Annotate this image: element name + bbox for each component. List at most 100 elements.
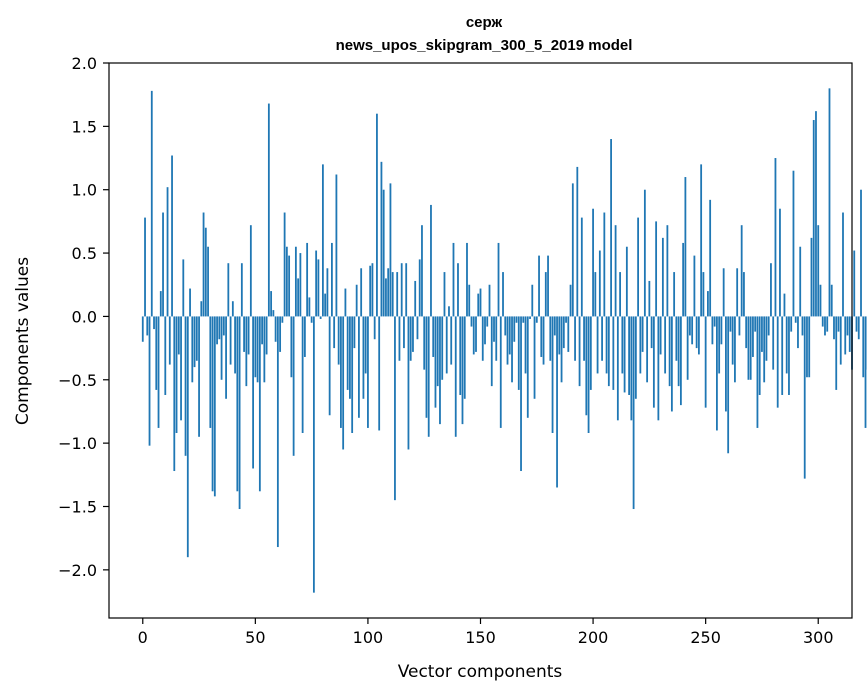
bar-305 [828,88,831,317]
bar-184 [556,316,558,488]
bar-267 [743,272,745,317]
bar-111 [391,272,394,317]
bar-75 [310,316,313,323]
bar-317 [855,316,858,332]
bar-50 [254,316,257,378]
bar-272 [754,316,757,332]
bar-39 [229,316,232,365]
bar-12 [168,316,171,365]
bar-196 [583,316,585,361]
bar-231 [661,237,664,317]
bar-114 [398,316,401,361]
bar-264 [736,268,739,317]
bar-5 [153,316,155,330]
bar-303 [824,316,826,336]
bar-153 [486,316,489,327]
bar-163 [508,316,511,355]
bar-154 [488,284,491,317]
y-tick-label: 0.5 [72,244,97,263]
bar-137 [450,316,453,365]
bar-209 [612,316,615,390]
bar-285 [783,293,786,317]
bar-219 [634,316,637,399]
bar-85 [333,316,336,349]
bar-68 [294,246,297,317]
bar-239 [679,316,682,406]
bar-126 [425,316,428,418]
bar-198 [587,316,590,433]
bar-119 [409,316,412,361]
chart-subtitle: news_upos_skipgram_300_5_2019 model [336,37,633,54]
bar-125 [423,316,426,370]
bar-40 [231,301,234,317]
bar-309 [837,316,840,332]
bar-282 [776,316,779,408]
bar-110 [389,183,392,317]
bar-238 [677,316,680,387]
bar-131 [436,316,439,387]
bar-162 [506,316,509,365]
bar-21 [189,288,191,317]
bar-204 [601,316,603,361]
bar-259 [725,316,727,412]
bar-148 [475,316,477,352]
bar-260 [727,316,730,454]
x-tick-label: 250 [690,628,721,647]
bar-167 [517,316,520,390]
bar-81 [324,293,327,317]
bar-139 [454,316,457,437]
bar-217 [630,316,633,421]
bar-291 [797,316,799,349]
bar-227 [652,316,655,408]
bar-295 [806,316,808,378]
bar-253 [711,316,714,345]
bar-313 [846,316,849,336]
bar-55 [265,316,268,355]
bar-171 [526,316,529,418]
bar-150 [479,288,482,317]
bar-271 [752,316,754,357]
bar-132 [439,316,441,425]
bar-36 [222,316,225,336]
bar-199 [589,316,592,390]
bar-69 [297,278,300,317]
bar-46 [245,316,248,387]
bar-187 [562,316,565,349]
bar-103 [373,316,376,340]
bar-4 [150,90,153,317]
bar-296 [808,316,811,378]
bar-78 [317,259,320,317]
bar-134 [443,272,446,317]
x-axis-label: Vector components [398,662,563,682]
bar-283 [779,208,781,317]
y-tick-label: −0.5 [58,371,97,390]
bar-257 [720,316,723,345]
bar-318 [857,316,860,340]
bar-159 [499,316,502,428]
bar-221 [639,316,642,374]
bar-229 [657,316,660,421]
bar-251 [707,291,709,317]
bar-29 [207,246,209,317]
bar-232 [664,316,667,374]
bar-261 [729,316,732,332]
bar-127 [427,316,430,437]
bar-293 [801,316,804,336]
bar-320 [862,316,865,378]
bar-218 [632,316,635,510]
bar-128 [430,204,432,317]
bar-275 [761,316,763,352]
bar-308 [835,316,838,390]
bar-149 [477,293,480,317]
bar-70 [299,253,302,317]
bar-84 [330,242,333,317]
bar-16 [177,316,180,355]
bar-19 [184,316,187,456]
bar-67 [292,316,295,456]
bar-121 [414,280,417,317]
bar-288 [790,316,793,332]
bar-222 [641,316,644,352]
bar-225 [648,280,651,317]
bar-250 [704,316,707,408]
bar-52 [258,316,261,492]
